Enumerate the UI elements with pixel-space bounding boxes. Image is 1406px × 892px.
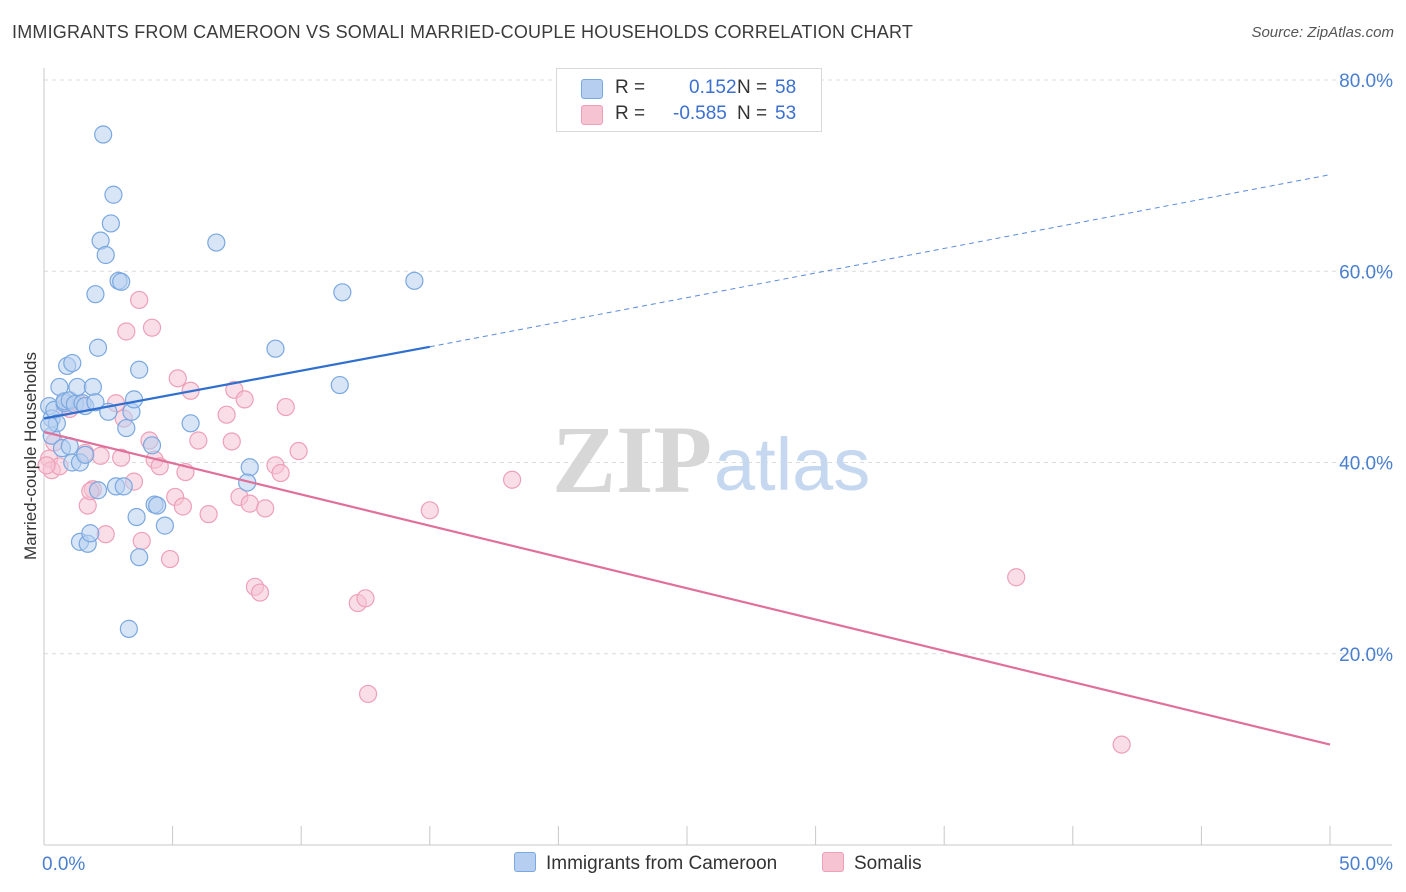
somalis-point: [168, 369, 187, 388]
somalis-point: [250, 583, 270, 602]
somalis-point: [112, 448, 131, 467]
cameroon-point: [127, 507, 146, 527]
legend-n-value: 58: [775, 77, 797, 98]
somalis-point: [189, 431, 208, 450]
legend-swatch-somalis: [581, 105, 603, 125]
trend-lines: [43, 174, 1331, 746]
gridlines: [44, 79, 1392, 655]
somalis-point: [199, 505, 218, 524]
cameroon-point: [94, 125, 113, 144]
somalis-point: [96, 525, 115, 544]
cameroon-point: [130, 548, 149, 567]
cameroon-point: [114, 477, 133, 496]
somalis-point: [256, 499, 275, 518]
series-label-somalis: Somalis: [854, 853, 922, 874]
somalis-point: [130, 290, 149, 310]
cameroon-point: [124, 390, 144, 409]
somalis-point: [1007, 568, 1026, 587]
somalis-point: [356, 589, 375, 608]
somalis-point: [503, 470, 522, 489]
somalis-point: [358, 684, 378, 704]
tick-labels: 80.0% 60.0% 40.0% 20.0% 0.0% 50.0%: [42, 71, 1393, 875]
cameroon-point: [142, 436, 162, 455]
cameroon-point: [112, 272, 131, 291]
somalis-point: [276, 397, 295, 417]
somalis-point: [1112, 735, 1131, 754]
cameroon-point: [88, 338, 108, 357]
somalis-point: [160, 549, 180, 569]
watermark-atlas: atlas: [714, 423, 870, 506]
somalis-point: [235, 390, 254, 409]
source-credit: Source: ZipAtlas.com: [1251, 24, 1394, 41]
cameroon-point: [63, 353, 82, 373]
cameroon-trend-extension: [429, 174, 1331, 348]
legend-n-label: N =: [737, 77, 768, 98]
cameroon-point: [68, 377, 87, 397]
cameroon-point: [88, 481, 108, 500]
legend-r-value: 0.152: [689, 77, 737, 98]
cameroon-point: [96, 245, 115, 265]
somalis-point: [217, 405, 236, 424]
y-tick-label: 80.0%: [1339, 71, 1393, 92]
cameroon-point: [130, 360, 149, 379]
somalis-points: [37, 290, 1131, 754]
cameroon-point: [81, 524, 100, 543]
somalis-point: [271, 463, 290, 483]
cameroon-point: [266, 339, 285, 358]
chart-title: IMMIGRANTS FROM CAMEROON VS SOMALI MARRI…: [12, 22, 914, 42]
cameroon-point: [117, 418, 136, 438]
y-tick-label: 20.0%: [1339, 645, 1393, 666]
series-legend-somalis[interactable]: Somalis: [822, 852, 922, 875]
somalis-point: [173, 497, 192, 516]
series-legend-cameroon[interactable]: Immigrants from Cameroon: [514, 852, 777, 875]
watermark-zip: ZIP: [552, 406, 712, 513]
series-swatch-cameroon: [514, 852, 536, 872]
series-label-cameroon: Immigrants from Cameroon: [546, 853, 778, 874]
cameroon-point: [330, 375, 349, 395]
cameroon-point: [86, 285, 105, 304]
cameroon-point: [119, 619, 138, 638]
cameroon-point: [148, 496, 167, 515]
legend-r-label: R =: [615, 103, 646, 124]
cameroon-point: [333, 283, 352, 302]
stats-legend: R = 0.152 N = 58 R = -0.585 N = 53: [556, 68, 822, 132]
y-tick-label: 40.0%: [1339, 454, 1393, 475]
legend-r-value: -0.585: [673, 103, 727, 124]
somalis-point: [132, 531, 151, 551]
cameroon-trend-line: [43, 345, 431, 420]
x-tick-label: 0.0%: [42, 854, 85, 875]
somalis-trend-line: [43, 430, 1331, 746]
legend-swatch-cameroon: [581, 79, 603, 99]
cameroon-point: [86, 393, 105, 412]
cameroon-point: [207, 233, 226, 252]
cameroon-point: [240, 458, 259, 477]
somalis-point: [240, 494, 259, 513]
x-tick-label: 50.0%: [1339, 854, 1393, 875]
cameroon-point: [155, 516, 174, 535]
cameroon-point: [83, 377, 102, 397]
cameroon-point: [181, 414, 200, 433]
somalis-point: [37, 456, 56, 475]
cameroon-point: [405, 271, 424, 290]
somalis-point: [117, 322, 136, 341]
legend-n-label: N =: [737, 103, 768, 124]
legend-n-value: 53: [775, 103, 797, 124]
y-axis-label: Married-couple Households: [21, 352, 40, 560]
somalis-point: [420, 501, 439, 520]
cameroon-points: [40, 125, 424, 638]
somalis-point: [289, 441, 308, 461]
cameroon-point: [76, 445, 95, 464]
series-swatch-somalis: [822, 852, 844, 872]
cameroon-point: [40, 416, 59, 435]
y-tick-label: 60.0%: [1339, 262, 1393, 283]
cameroon-point: [104, 185, 123, 204]
legend-r-label: R =: [615, 77, 646, 98]
somalis-point: [222, 432, 241, 451]
cameroon-point: [101, 214, 120, 233]
somalis-point: [91, 446, 110, 465]
somalis-point: [142, 318, 162, 337]
